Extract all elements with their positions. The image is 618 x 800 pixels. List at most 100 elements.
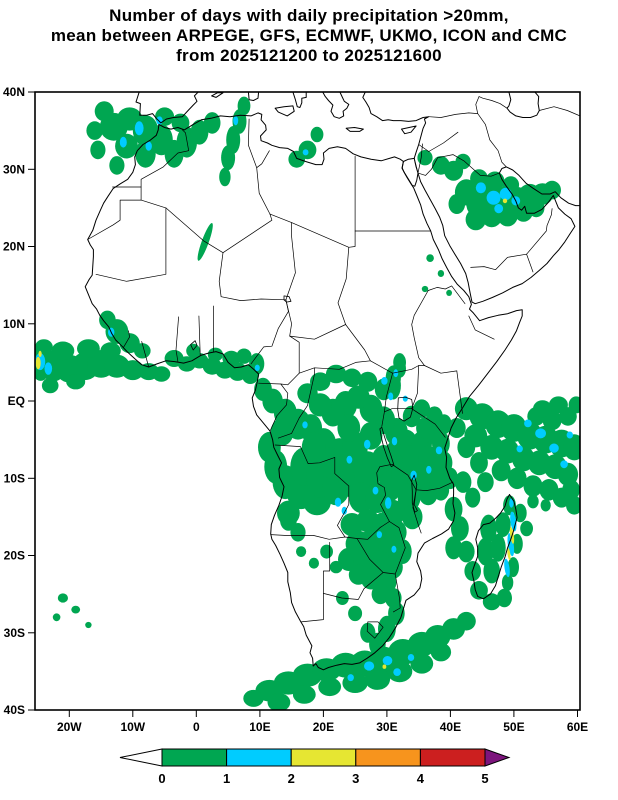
precip-region (302, 421, 308, 429)
precip-region (71, 605, 81, 614)
colorbar-segment (226, 748, 292, 767)
precip-region (134, 343, 151, 359)
precip-region (334, 497, 342, 507)
precip-region (507, 547, 511, 561)
precip-region (391, 437, 398, 446)
precip-region (417, 150, 433, 166)
precip-region (382, 656, 393, 666)
precip-region (342, 368, 362, 388)
precip-region (310, 126, 324, 143)
precip-region (385, 497, 392, 509)
precip-region (237, 96, 251, 116)
precip-region (527, 198, 545, 218)
precip-region (337, 414, 361, 442)
precip-region (421, 285, 429, 293)
precip-region (86, 121, 103, 140)
precip-region (516, 445, 523, 453)
precip-region (236, 348, 252, 364)
precip-region (348, 605, 363, 622)
precip-region (499, 187, 512, 201)
precip-region (416, 417, 434, 439)
lat-tick-label: 30S (4, 626, 25, 640)
precip-region (152, 366, 171, 382)
chart-title: Number of days with daily precipitation … (0, 6, 618, 66)
precip-region (233, 116, 239, 126)
precip-region (410, 653, 434, 674)
precip-region (447, 418, 466, 438)
colorbar-arrow-below (119, 748, 163, 767)
precip-region (298, 140, 317, 160)
precip-region (391, 545, 397, 553)
chart-title-line-2: mean between ARPEGE, GFS, ECMWF, UKMO, I… (50, 26, 568, 45)
lat-tick-label: 10S (4, 471, 25, 485)
lon-tick-label: 0 (193, 720, 200, 734)
precip-region (372, 486, 379, 495)
precip-region (435, 446, 443, 455)
precip-region (454, 471, 472, 493)
precip-region (457, 436, 476, 459)
precip-region (480, 514, 497, 543)
precip-region (100, 342, 121, 360)
precip-region (483, 558, 501, 584)
precip-region (490, 533, 506, 562)
precip-region (568, 396, 580, 414)
colorbar-label: 2 (288, 771, 295, 786)
precip-region (254, 364, 260, 371)
precip-region (359, 421, 383, 450)
lon-tick-label: 60E (567, 720, 588, 734)
lat-tick-label: 10N (3, 317, 25, 331)
precip-region (35, 339, 53, 355)
country-borders (87, 96, 580, 639)
precip-region (426, 254, 434, 262)
precip-region (52, 613, 61, 622)
colorbar-label: 0 (158, 771, 165, 786)
precip-region (376, 531, 382, 539)
precip-region (222, 350, 241, 367)
precip-region (527, 494, 539, 509)
precip-region (267, 693, 291, 710)
precip-region (329, 560, 343, 574)
precip-region (504, 558, 510, 578)
precip-region (495, 512, 511, 537)
precip-region (566, 496, 580, 515)
precip-region (51, 341, 75, 361)
precip-region (203, 112, 221, 134)
lon-tick-label: 10E (249, 720, 270, 734)
precip-region (560, 460, 568, 469)
precip-region (207, 347, 223, 362)
coastlines (84, 92, 580, 671)
precip-region (430, 642, 452, 662)
precip-region (338, 547, 360, 572)
precip-region (410, 470, 417, 480)
precip-region (393, 668, 401, 676)
lon-tick-label: 10W (120, 720, 145, 734)
precip-region (364, 668, 391, 690)
precip-region (156, 116, 163, 125)
precip-region (385, 371, 401, 400)
precip-region (442, 467, 458, 490)
precip-region (501, 574, 514, 591)
lon-tick-label: 50E (503, 720, 524, 734)
precip-region (509, 498, 514, 508)
precip-region (296, 546, 307, 557)
precip-region (41, 377, 59, 394)
precip-region (94, 101, 114, 122)
lat-tick-label: 40N (3, 85, 25, 99)
precip-region (465, 487, 481, 508)
precip-region (358, 371, 378, 392)
precip-region (436, 414, 452, 435)
precip-region (280, 510, 297, 531)
precip-region (145, 141, 152, 151)
colorbar-arrow-above (484, 748, 511, 767)
precip-region (448, 194, 466, 214)
lakes (190, 295, 418, 513)
colorbar-segment (290, 748, 357, 767)
precip-region (402, 395, 408, 402)
colorbar-label: 3 (352, 771, 359, 786)
precip-region (535, 428, 546, 439)
precip-region (502, 198, 508, 204)
precip-region (540, 499, 551, 512)
